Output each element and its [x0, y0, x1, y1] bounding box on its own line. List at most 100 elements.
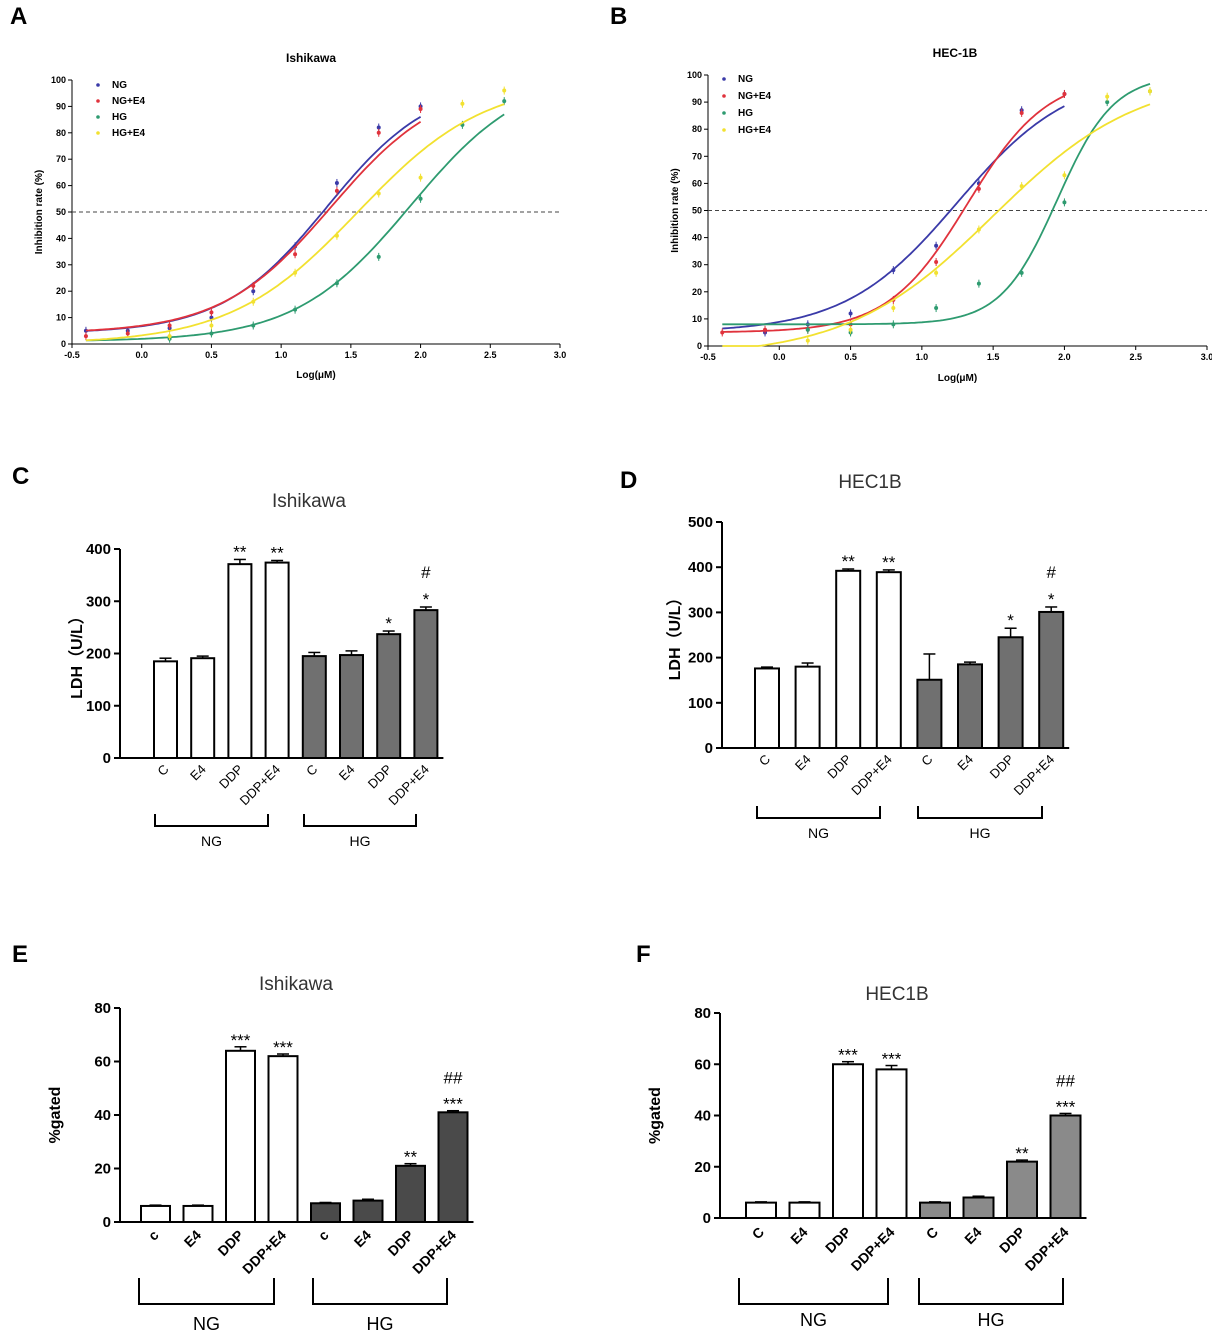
data-point: [209, 310, 214, 315]
data-point: [891, 306, 896, 311]
data-point: [891, 322, 896, 327]
x-tick-label: 0.0: [135, 350, 148, 360]
panel-letter-b: B: [610, 3, 627, 30]
y-tick-label: 30: [692, 260, 702, 270]
y-axis-label: Inhibition rate (%): [670, 168, 681, 252]
y-tick-label: 40: [694, 1108, 711, 1125]
data-point: [251, 323, 256, 328]
legend-label: HG+E4: [112, 128, 146, 139]
data-point: [1019, 184, 1024, 189]
legend-marker: [96, 115, 100, 119]
y-tick-label: 80: [56, 128, 66, 138]
group-bracket-hg: [918, 1278, 1064, 1305]
data-point: [83, 334, 88, 339]
y-axis-label: %gated: [47, 1087, 64, 1144]
legend-label: HG: [738, 108, 753, 119]
significance-marker: ##: [444, 1069, 463, 1088]
significance-marker: **: [842, 552, 856, 571]
bar-hg-c: [919, 1201, 951, 1219]
y-tick-label: 20: [94, 1161, 111, 1178]
group-label-hg: HG: [367, 1314, 394, 1332]
data-point: [891, 268, 896, 273]
group-bracket-ng: [756, 806, 881, 819]
chart-title: HEC-1B: [933, 46, 978, 60]
data-point: [293, 307, 298, 312]
data-point: [763, 327, 768, 332]
y-tick-label: 100: [51, 75, 66, 85]
significance-marker: *: [1048, 590, 1055, 609]
panel-letter-e: E: [12, 941, 28, 968]
group-label-hg: HG: [350, 833, 371, 849]
significance-marker: #: [1046, 563, 1056, 582]
significance-marker: *: [423, 590, 430, 609]
data-point: [976, 227, 981, 232]
category-label: DDP: [214, 1227, 246, 1259]
bar-ng-c: [745, 1201, 777, 1219]
y-tick-label: 20: [56, 286, 66, 296]
category-label: c: [145, 1227, 162, 1244]
significance-marker: **: [270, 543, 284, 562]
data-point: [167, 334, 172, 339]
bar-ng-ddp: [832, 1063, 864, 1219]
y-tick-label: 10: [56, 313, 66, 323]
y-tick-label: 70: [692, 151, 702, 161]
category-label: C: [756, 752, 773, 769]
group-label-hg: HG: [970, 825, 991, 841]
significance-marker: ***: [231, 1031, 251, 1050]
y-tick-label: 100: [688, 695, 713, 712]
x-tick-label: 1.5: [987, 352, 1000, 362]
data-point: [976, 186, 981, 191]
bar-hg-ddp: [997, 636, 1024, 750]
x-tick-label: 1.0: [916, 352, 929, 362]
bar-ng-ddp-e4: [875, 571, 902, 749]
data-point: [934, 259, 939, 264]
y-tick-label: 10: [692, 314, 702, 324]
y-tick-label: 100: [687, 70, 702, 80]
significance-marker: ***: [882, 1050, 902, 1069]
y-tick-label: 0: [697, 341, 702, 351]
fit-curve-hg-e4: [85, 103, 505, 342]
bar-hg-ddp-e4: [1049, 1114, 1082, 1219]
data-point: [376, 254, 381, 259]
data-point: [934, 243, 939, 248]
bar-hg-e4: [339, 654, 364, 760]
category-label: c: [315, 1227, 332, 1244]
category-label: DDP: [822, 1224, 854, 1256]
group-label-hg: HG: [978, 1310, 1005, 1330]
bar-hg-ddp: [395, 1164, 426, 1223]
bar-hg-e4: [352, 1199, 384, 1223]
category-label: E4: [187, 762, 209, 784]
y-tick-label: 20: [692, 287, 702, 297]
category-label: E4: [351, 1227, 375, 1251]
x-tick-label: 2.5: [484, 350, 497, 360]
data-point: [502, 99, 507, 104]
y-tick-label: 0: [103, 750, 111, 767]
y-tick-label: 50: [692, 206, 702, 216]
category-label: DDP: [365, 762, 395, 792]
category-label: C: [749, 1224, 767, 1242]
legend-marker: [96, 83, 100, 87]
data-point: [1062, 91, 1067, 96]
bar-ng-ddp: [835, 569, 862, 749]
category-label: DDP: [216, 762, 246, 792]
data-point: [293, 270, 298, 275]
dose-response-chart-b: HEC-1B 0 10 20 30 40 50 60 70 80 90 100 -0.5 0.0 0.5 1.…: [670, 46, 1212, 384]
y-tick-label: 400: [86, 541, 111, 558]
significance-marker: *: [1007, 611, 1014, 630]
x-axis-label: Log(μM): [296, 370, 335, 381]
bar-hg-c: [301, 655, 327, 759]
data-point: [125, 331, 130, 336]
data-point: [1062, 200, 1067, 205]
bar-ng-e4: [794, 665, 821, 750]
bar-hg-c: [310, 1202, 341, 1224]
data-point: [376, 125, 381, 130]
chart-title: Ishikawa: [259, 974, 333, 995]
y-tick-label: 50: [56, 207, 66, 217]
category-label: C: [154, 762, 171, 779]
legend-label: HG+E4: [738, 125, 772, 136]
x-tick-label: 0.0: [773, 352, 786, 362]
significance-marker: #: [421, 563, 431, 582]
category-label: DDP: [384, 1227, 416, 1259]
